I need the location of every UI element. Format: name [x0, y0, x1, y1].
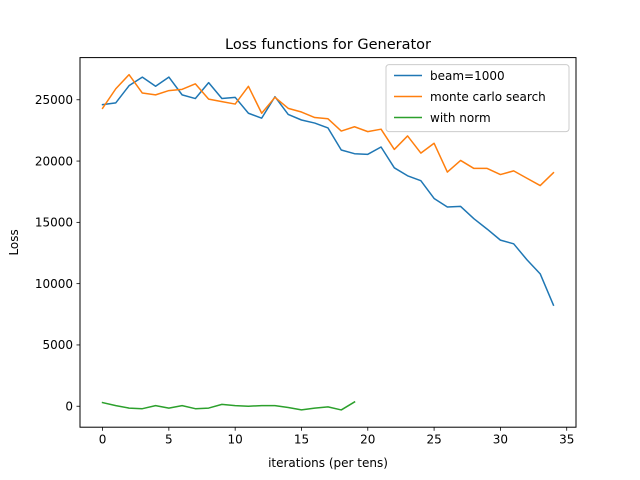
y-tick-label: 20000 [35, 154, 73, 168]
legend-label: beam=1000 [430, 69, 505, 83]
x-tick-label: 20 [360, 433, 375, 447]
legend-box [385, 64, 570, 133]
x-axis-label: iterations (per tens) [268, 456, 388, 470]
x-tick-label: 10 [228, 433, 243, 447]
x-tick-label: 15 [294, 433, 309, 447]
x-tick-label: 30 [493, 433, 508, 447]
legend-label: with norm [430, 111, 491, 125]
y-tick-label: 15000 [35, 216, 73, 230]
y-axis: 0 5000 10000 15000 20000 25000 [35, 93, 80, 414]
chart-title: Loss functions for Generator [225, 37, 431, 53]
legend: beam=1000 monte carlo search with norm [385, 64, 570, 133]
x-axis: 0 5 10 15 20 25 30 35 [99, 427, 574, 447]
series-line-2 [101, 73, 555, 187]
y-tick-label: 5000 [42, 338, 73, 352]
y-axis-label: Loss [7, 229, 21, 255]
axes-frame [79, 57, 577, 428]
x-tick-label: 35 [559, 433, 574, 447]
plot-lines [101, 73, 555, 411]
x-tick-label: 0 [99, 433, 107, 447]
series-line-3 [101, 400, 356, 411]
y-tick-label: 10000 [35, 277, 73, 291]
legend-label: monte carlo search [430, 90, 546, 104]
x-tick-label: 25 [426, 433, 441, 447]
x-tick-label: 5 [165, 433, 173, 447]
y-tick-label: 25000 [35, 93, 73, 107]
y-tick-label: 0 [65, 400, 73, 414]
series-line-1 [101, 76, 555, 307]
